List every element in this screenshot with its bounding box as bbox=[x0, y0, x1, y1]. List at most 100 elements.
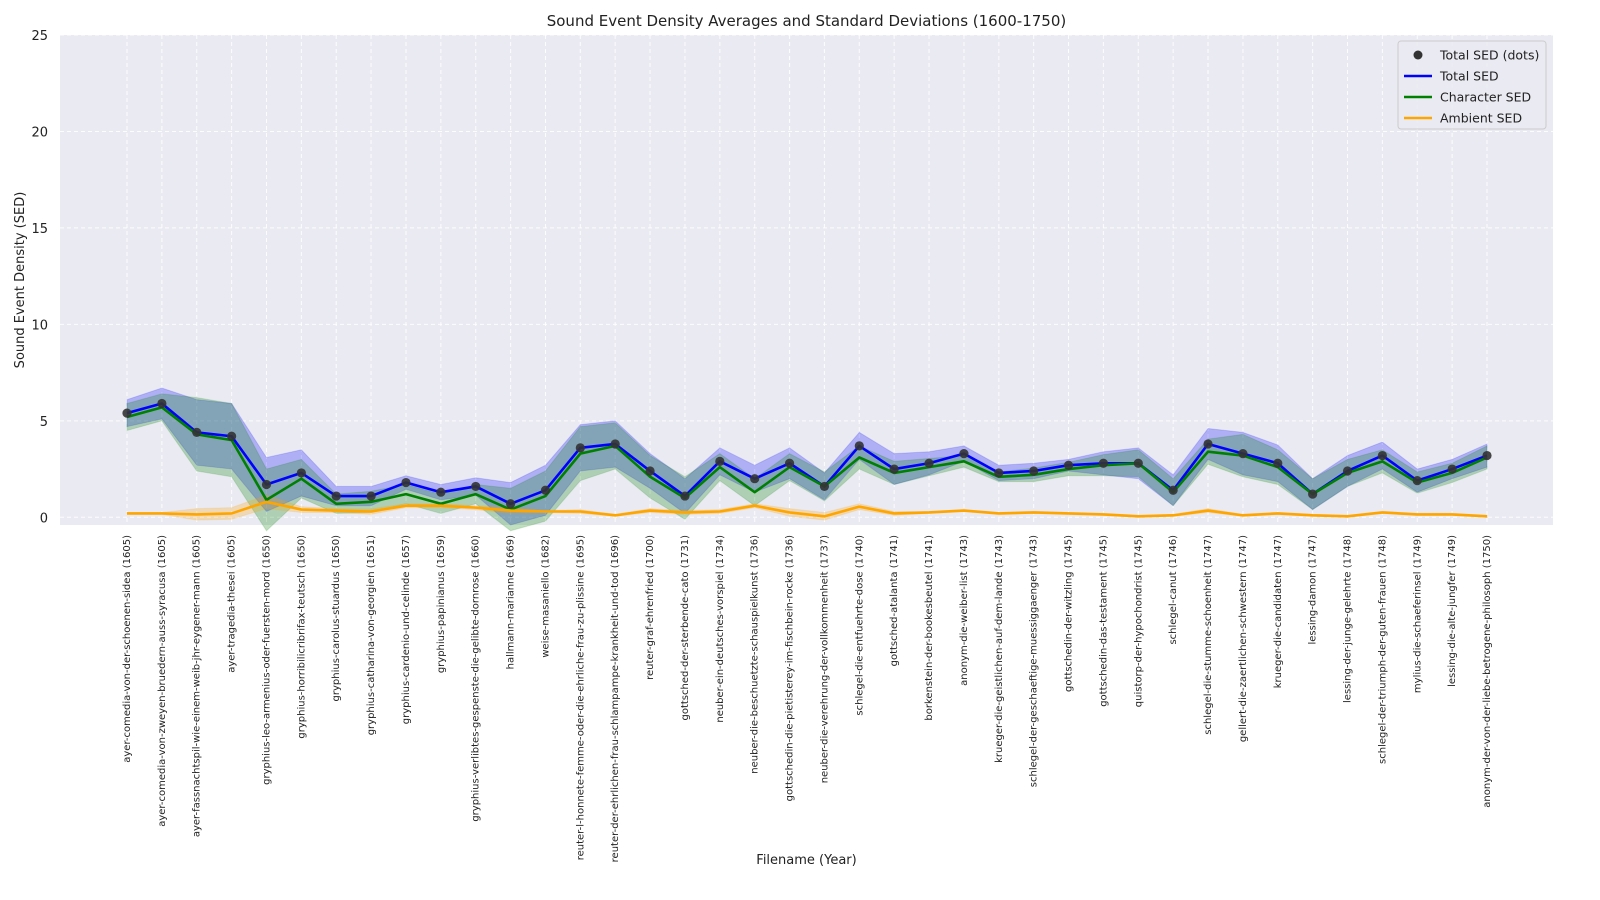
total-sed-dot bbox=[959, 449, 969, 459]
total-sed-dot bbox=[994, 468, 1004, 478]
x-tick-label: weise-masaniello (1682) bbox=[540, 535, 551, 658]
y-tick-label: 15 bbox=[31, 222, 48, 237]
total-sed-dot bbox=[1238, 449, 1248, 459]
total-sed-dot bbox=[540, 485, 551, 495]
total-sed-dot bbox=[680, 491, 690, 501]
legend-label: Total SED (dots) bbox=[1439, 48, 1539, 63]
x-tick-label: gellert-die-zaertlichen-schwestern (1747… bbox=[1238, 535, 1249, 742]
total-sed-dot bbox=[819, 481, 830, 492]
x-tick-label: gryphius-carolus-stuardus (1650) bbox=[331, 535, 342, 702]
y-tick-label: 0 bbox=[40, 511, 48, 526]
x-axis-label: Filename (Year) bbox=[756, 853, 856, 868]
total-sed-dot bbox=[784, 458, 795, 468]
legend-label: Ambient SED bbox=[1440, 111, 1522, 126]
total-sed-dot bbox=[296, 468, 306, 478]
x-tick-label: schlegel-die-entfuehrte-dose (1740) bbox=[854, 535, 865, 716]
total-sed-dot bbox=[1098, 458, 1109, 468]
x-tick-label: gottschedin-die-pietisterey-im-fischbein… bbox=[785, 535, 796, 801]
x-tick-label: gottschedin-das-testament (1745) bbox=[1098, 535, 1109, 707]
x-tick-label: reuter-graf-ehrenfried (1700) bbox=[645, 535, 656, 680]
series-line-character-sed bbox=[126, 406, 1488, 511]
x-tick-label: gryphius-cardenio-und-celinde (1657) bbox=[401, 535, 412, 724]
total-sed-dot bbox=[1342, 466, 1353, 476]
y-tick-labels: 0 5 10 15 20 25 bbox=[31, 29, 48, 526]
total-sed-dot bbox=[610, 439, 620, 449]
x-tick-labels: ayer-comedia-von-der-schoenen-sidea (160… bbox=[122, 535, 1493, 862]
x-tick-label: gottschedin-der-witzling (1745) bbox=[1064, 535, 1075, 692]
total-sed-dot bbox=[1203, 439, 1213, 449]
x-tick-label: ayer-comedia-von-zweyen-bruedern-auss-sy… bbox=[157, 535, 168, 827]
series-line-total-sed bbox=[126, 402, 1488, 506]
x-tick-label: neuber-ein-deutsches-vorspiel (1734) bbox=[715, 535, 726, 723]
total-sed-dot bbox=[1063, 460, 1074, 470]
total-sed-dot bbox=[715, 456, 725, 466]
x-tick-label: lessing-der-junge-gelehrte (1748) bbox=[1343, 535, 1354, 703]
legend-box bbox=[1397, 40, 1547, 130]
total-sed-dot bbox=[924, 458, 934, 468]
total-sed-dot bbox=[366, 491, 376, 501]
x-tick-label: reuter-der-ehrlichen-frau-schlampampe-kr… bbox=[610, 535, 621, 862]
plot-area bbox=[60, 35, 1553, 525]
legend-swatch-dot bbox=[1413, 50, 1423, 60]
x-tick-label: ayer-comedia-von-der-schoenen-sidea (160… bbox=[122, 535, 133, 763]
x-tick-label: gottsched-atalanta (1741) bbox=[889, 535, 900, 666]
total-sed-dot bbox=[1133, 458, 1143, 468]
x-tick-label: lessing-damon (1747) bbox=[1308, 535, 1319, 645]
total-sed-dot bbox=[401, 477, 411, 488]
x-tick-label: borkenstein-der-bookesbeutel (1741) bbox=[924, 535, 935, 721]
x-tick-label: quistorp-der-hypochondrist (1745) bbox=[1133, 535, 1144, 707]
x-tick-label: gottsched-der-sterbende-cato (1731) bbox=[680, 535, 691, 721]
total-sed-dot bbox=[192, 427, 202, 438]
x-tick-label: mylius-die-schaeferinsel (1749) bbox=[1412, 535, 1423, 693]
total-sed-dot bbox=[645, 466, 655, 476]
x-tick-label: neuber-die-verehrung-der-vollkommenheit … bbox=[819, 535, 830, 783]
total-sed-dot bbox=[331, 491, 341, 501]
total-sed-dot bbox=[1273, 458, 1283, 468]
x-tick-label: krueger-die-geistlichen-auf-dem-lande (1… bbox=[994, 535, 1005, 763]
total-sed-dot bbox=[122, 408, 132, 418]
x-tick-label: gryphius-catharina-von-georgien (1651) bbox=[366, 535, 377, 735]
x-tick-label: schlegel-der-geschaeftige-muessiggaenger… bbox=[1029, 535, 1040, 787]
total-sed-dot bbox=[261, 479, 272, 490]
total-sed-dots bbox=[122, 398, 1492, 509]
total-sed-dot bbox=[1412, 476, 1422, 486]
total-sed-dot bbox=[157, 398, 167, 409]
x-tick-label: hallmann-marianne (1669) bbox=[506, 535, 517, 669]
y-tick-label: 5 bbox=[40, 415, 48, 430]
legend: Total SED (dots) Total SED Character SED Am… bbox=[1397, 40, 1547, 130]
y-tick-label: 10 bbox=[31, 318, 48, 333]
total-sed-dot bbox=[1377, 450, 1387, 461]
total-sed-dot bbox=[1308, 489, 1318, 499]
series-line-ambient-sed bbox=[127, 500, 1488, 518]
x-tick-label: gryphius-papinianus (1659) bbox=[436, 535, 447, 673]
x-tick-label: schlegel-die-stumme-schoenheit (1747) bbox=[1203, 535, 1214, 735]
x-tick-label: anonym-der-von-der-liebe-betrogene-philo… bbox=[1482, 535, 1493, 808]
x-tick-label: neuber-die-beschuetzte-schauspielkunst (… bbox=[750, 535, 761, 774]
x-tick-label: reuter-l-honnete-femme-oder-die-ehrliche… bbox=[575, 535, 586, 860]
total-sed-dot bbox=[854, 441, 864, 451]
y-tick-label: 25 bbox=[31, 29, 48, 44]
total-sed-dot bbox=[1482, 450, 1492, 461]
total-sed-dot bbox=[227, 431, 237, 441]
total-sed-dot bbox=[471, 481, 481, 492]
total-sed-dot bbox=[1447, 464, 1457, 474]
x-tick-label: ayer-fassnachtspil-wie-einem-weib-jhr-ey… bbox=[192, 535, 203, 837]
total-sed-dot bbox=[1029, 466, 1039, 476]
legend-label: Total SED bbox=[1439, 69, 1499, 84]
total-sed-dot bbox=[575, 443, 585, 453]
total-sed-dot bbox=[505, 499, 516, 509]
series-lines bbox=[126, 402, 1488, 518]
x-tick-label: ayer-tragedia-thesei (1605) bbox=[227, 535, 238, 673]
x-tick-label: gryphius-verlibtes-gespenste-die-gelibte… bbox=[471, 535, 482, 822]
legend-label: Character SED bbox=[1440, 90, 1531, 105]
x-tick-label: gryphius-horribilicribrifax-teutsch (165… bbox=[296, 535, 307, 739]
x-tick-label: lessing-die-alte-jungfer (1749) bbox=[1447, 535, 1458, 687]
y-axis-label: Sound Event Density (SED) bbox=[13, 192, 28, 369]
x-tick-label: anonym-die-weiber-list (1743) bbox=[959, 535, 970, 686]
x-tick-label: gryphius-leo-armenius-oder-fuersten-mord… bbox=[261, 535, 272, 785]
total-sed-dot bbox=[1168, 485, 1178, 495]
std-band-total-sed bbox=[126, 387, 1488, 526]
y-tick-label: 20 bbox=[31, 125, 48, 140]
